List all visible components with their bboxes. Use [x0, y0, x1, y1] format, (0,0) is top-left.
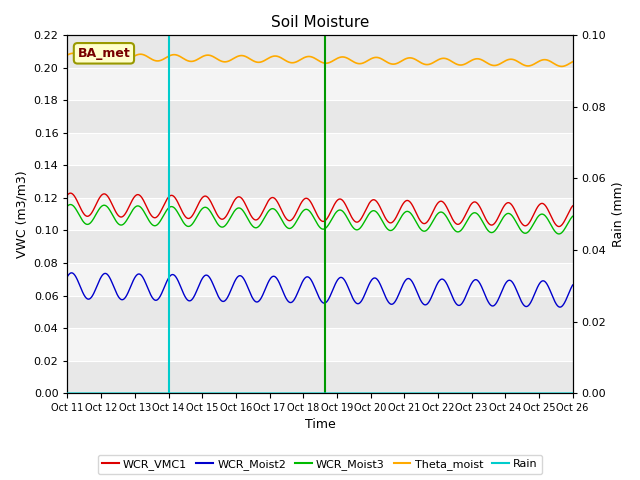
- Y-axis label: Rain (mm): Rain (mm): [612, 181, 625, 247]
- Legend: WCR_VMC1, WCR_Moist2, WCR_Moist3, Theta_moist, Rain: WCR_VMC1, WCR_Moist2, WCR_Moist3, Theta_…: [97, 455, 543, 474]
- Bar: [67, 68, 573, 100]
- Bar: [67, 360, 573, 393]
- Bar: [67, 230, 573, 263]
- Bar: [67, 198, 573, 230]
- Bar: [67, 328, 573, 360]
- Bar: [67, 36, 573, 68]
- Bar: [67, 133, 573, 166]
- Bar: [67, 263, 573, 296]
- Text: BA_met: BA_met: [77, 47, 131, 60]
- Title: Soil Moisture: Soil Moisture: [271, 15, 369, 30]
- X-axis label: Time: Time: [305, 419, 335, 432]
- Bar: [67, 166, 573, 198]
- Bar: [67, 100, 573, 133]
- Bar: [67, 296, 573, 328]
- Y-axis label: VWC (m3/m3): VWC (m3/m3): [15, 170, 28, 258]
